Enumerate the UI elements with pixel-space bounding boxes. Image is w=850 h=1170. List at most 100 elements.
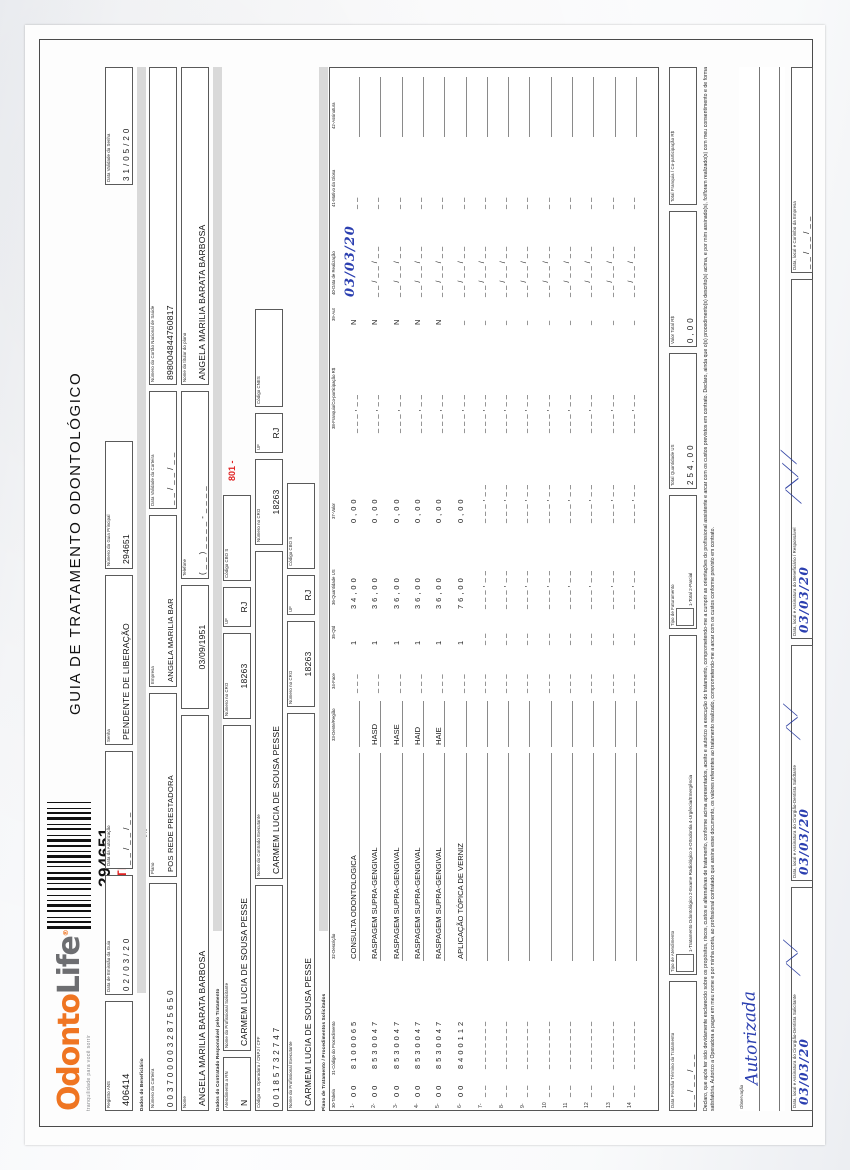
cell-quantidade-us: 3 6 , 0 0: [434, 577, 444, 609]
field-nome-profissional-executante[interactable]: Nome do Profissional Executante CARMEM L…: [287, 713, 315, 1111]
cell-qtd: _ _: [583, 633, 593, 645]
cell-underline: [635, 701, 637, 747]
field-uf-solicitante[interactable]: UF RJ: [223, 587, 251, 627]
cell-aut: N: [370, 319, 380, 325]
cell-aut: _: [583, 320, 593, 325]
cell-underline: [614, 77, 616, 137]
cell-face: _ _ _: [540, 674, 550, 693]
cell-motivo-glosa: _ _: [455, 197, 465, 209]
section-bar-beneficiario: [137, 67, 146, 993]
col-header-tabela: 30-Tabela: [331, 1089, 336, 1108]
field-cbo-solicitante[interactable]: Código CBO S: [223, 495, 251, 581]
field-uf-executante[interactable]: UF RJ: [255, 413, 283, 453]
cell-franquia: _ _ _ , _ _: [562, 394, 571, 433]
field-numero-carteira[interactable]: Número da Carteira 0 0 3 7 0 0 0 0 3 2 8…: [149, 883, 177, 1111]
cell-data-realizacao: _ _ / _ _ / _ _: [391, 246, 401, 297]
cell-dente-regiao: HASE: [391, 724, 401, 745]
cell-tabela: 0 0: [391, 1085, 401, 1097]
field-codigo-operadora-cnpj[interactable]: Código na Operadora / CNPJ / CPF 0 0 1 8…: [255, 885, 283, 1111]
field-cbo-profissional-executante[interactable]: Código CBO S: [287, 483, 315, 569]
cell-tabela: _ _: [583, 1085, 593, 1097]
field-nome-contratado-executante-label: Nome do Contrado Executante: [256, 814, 261, 876]
cell-face: _ _ _: [349, 674, 358, 693]
field-total-franquia[interactable]: Total Franquia / Co-participação R$: [669, 67, 697, 205]
cell-face: _ _ _: [455, 674, 465, 693]
field-tipo-atendimento[interactable]: Tipo de Atendimento 1-Tratamento Odontol…: [669, 635, 697, 975]
field-data-previsao-termino[interactable]: Data Prevsão Término do Tratamento _ _ /…: [669, 981, 697, 1111]
field-nome-titular[interactable]: Nome do titular do plano ANGELA MARILIA …: [181, 67, 209, 385]
row-number: 5-: [435, 1103, 442, 1108]
field-numero-guia-principal-label: Número da Guia Principal: [106, 514, 111, 566]
field-atendimento-rn[interactable]: Atendimento a RN N: [223, 1057, 251, 1111]
field-observacao[interactable]: Observação: [739, 67, 785, 1111]
signature-dentist-2: ⟋⟍⟋: [780, 704, 806, 743]
cell-franquia: _ _ _ , _ _: [434, 394, 444, 433]
cell-quantidade-us: 3 4 , 0 0: [349, 577, 358, 609]
field-plano[interactable]: Plano POS REDE PRESTADORA: [149, 693, 177, 877]
cell-underline: [593, 77, 595, 137]
cell-qtd: 1: [412, 640, 422, 645]
row-number: 2-: [371, 1103, 378, 1108]
field-cartao-nacional-saude[interactable]: Número do Cartão Nacional de Saúde 89800…: [149, 67, 177, 385]
cell-valor: 0 , 0 0: [412, 498, 422, 523]
field-carimbo-empresa[interactable]: Data, local e Carimbo da Empresa _ _ / _…: [791, 67, 813, 273]
field-valor-total[interactable]: Valor Total R$ 0 , 0 0: [669, 211, 697, 347]
cell-motivo-glosa: _ _: [349, 197, 358, 209]
field-numero-guia-principal[interactable]: Número da Guia Principal 294651: [105, 441, 133, 569]
field-nome-beneficiario[interactable]: Nome ANGELA MARILIA BARATA BARBOSA: [181, 715, 209, 1111]
field-tipo-faturamento-checkbox[interactable]: [676, 608, 694, 626]
cell-valor: _ _ _ , _ _: [625, 484, 635, 523]
cell-motivo-glosa: _ _: [391, 197, 401, 209]
field-registro-ans-value: 406414: [120, 1073, 131, 1106]
field-uf-profissional-executante[interactable]: UF RJ: [287, 575, 315, 615]
field-data-nascimento[interactable]: 03/09/1951: [181, 585, 209, 709]
col-header-valor: 37-Valor: [331, 503, 336, 519]
field-cro-profissional-executante[interactable]: Número no CRO 18263: [287, 621, 315, 707]
cell-underline: [614, 753, 616, 961]
cell-codigo: _ _ _ _ _ _ _: [540, 1021, 550, 1069]
cell-underline: [401, 701, 403, 747]
cell-aut: _: [498, 320, 508, 325]
field-validade-carteira[interactable]: Data Validade da Carteira _ _ / _ _ / _ …: [149, 391, 177, 509]
field-empresa[interactable]: Empresa ANGELA MARILIA BAR: [149, 515, 177, 687]
field-nome-profissional-solicitante[interactable]: Nome do Profissional Solicitante CARMEM …: [223, 725, 251, 1051]
field-valor-total-label: Valor Total R$: [670, 316, 675, 344]
field-tipo-atendimento-checkbox[interactable]: [676, 954, 694, 972]
field-senha[interactable]: Senha PENDENTE DE LIBERAÇÃO: [105, 575, 133, 745]
field-nome-profissional-solicitante-value: CARMEM LUCIA DE SOUSA PESSE: [239, 897, 249, 1046]
cell-underline: [529, 753, 531, 961]
row-number: 14: [626, 1102, 633, 1108]
field-telefone[interactable]: Telefone ( _ _ ) _ _ _ _ - _ _ _ _: [181, 391, 209, 579]
field-nome-profissional-executante-value: CARMEM LUCIA DE SOUSA PESSE: [303, 957, 313, 1106]
field-registro-ans[interactable]: Registro ANS 406414: [105, 1001, 133, 1111]
cell-descricao: RASPAGEM SUPRA-GENGIVAL: [434, 847, 444, 959]
cell-data-realizacao: _ _ / _ _ / _ _: [412, 246, 422, 297]
cell-codigo: 8 5 3 0 0 4 7: [434, 1021, 444, 1069]
cell-underline: [359, 753, 360, 961]
field-codigo-cnes[interactable]: Código CNES: [255, 309, 283, 407]
cell-underline: [593, 753, 595, 961]
cell-codigo: _ _ _ _ _ _ _: [476, 1021, 486, 1069]
handwritten-observacao: Autorizada: [739, 990, 763, 1086]
field-observacao-label: Observação: [739, 1084, 744, 1109]
cell-underline: [359, 77, 360, 137]
cell-codigo: _ _ _ _ _ _ _: [562, 1021, 571, 1069]
field-total-quantidade-us[interactable]: Total Quantidade US 2 5 4 , 0 0: [669, 353, 697, 489]
field-cro-executante[interactable]: Número no CRO 18263: [255, 459, 283, 545]
field-tipo-atendimento-options: 1-Tratamento Odontológico 2-Exame Radiol…: [688, 774, 693, 952]
field-cro-solicitante[interactable]: Número no CRO 18263: [223, 633, 251, 719]
cell-aut: _: [604, 320, 614, 325]
field-tipo-faturamento[interactable]: Tipo de Faturamento 1-Total 2-Parcial: [669, 495, 697, 629]
cell-underline: [359, 701, 360, 747]
field-nome-contratado-executante[interactable]: Nome do Contrado Executante CARMEM LUCIA…: [255, 551, 283, 879]
cell-underline: [401, 77, 403, 137]
cell-motivo-glosa: _ _: [625, 197, 635, 209]
field-data-validade-senha[interactable]: Data Validade da Senha 3 1 / 0 5 / 2 0: [105, 67, 133, 185]
col-header-qtd: 35-Qtd: [331, 625, 336, 639]
field-data-autorizacao[interactable]: Data da Autorização _ _ / _ _ / _ _: [105, 751, 133, 869]
cell-underline: [635, 77, 637, 137]
field-data-emissao-value: 0 2 / 0 3 / 2 0: [122, 938, 131, 991]
field-data-emissao[interactable]: Data de Emissão da Guia 0 2 / 0 3 / 2 0: [105, 875, 133, 995]
cell-data-realizacao: _ _ / _ _ / _ _: [562, 246, 571, 297]
